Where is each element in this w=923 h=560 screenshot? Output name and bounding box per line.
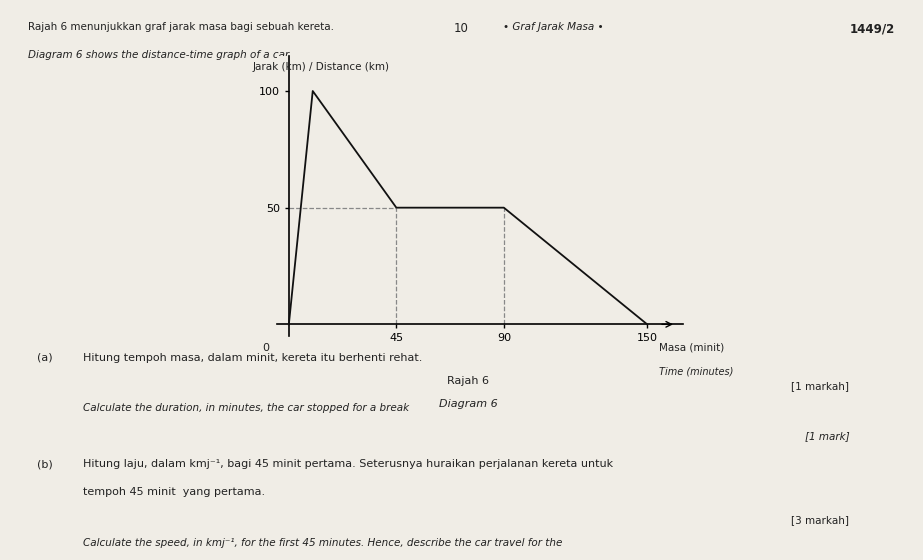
- Text: 0: 0: [263, 343, 270, 353]
- Text: Time (minutes): Time (minutes): [659, 366, 734, 376]
- Text: Calculate the speed, in kmj⁻¹, for the first 45 minutes. Hence, describe the car: Calculate the speed, in kmj⁻¹, for the f…: [83, 538, 562, 548]
- Text: 1449/2: 1449/2: [850, 22, 895, 35]
- Text: Diagram 6: Diagram 6: [438, 399, 497, 409]
- Text: Jarak (km) / Distance (km): Jarak (km) / Distance (km): [253, 62, 390, 72]
- Text: 10: 10: [454, 22, 469, 35]
- Text: [1 mark]: [1 mark]: [805, 431, 849, 441]
- Text: (b): (b): [37, 459, 53, 469]
- Text: Hitung tempoh masa, dalam minit, kereta itu berhenti rehat.: Hitung tempoh masa, dalam minit, kereta …: [83, 353, 423, 363]
- Text: tempoh 45 minit  yang pertama.: tempoh 45 minit yang pertama.: [83, 487, 265, 497]
- Text: Masa (minit): Masa (minit): [659, 343, 725, 353]
- Text: [3 markah]: [3 markah]: [791, 515, 849, 525]
- Text: (a): (a): [37, 353, 53, 363]
- Text: [1 markah]: [1 markah]: [791, 381, 849, 391]
- Text: Rajah 6 menunjukkan graf jarak masa bagi sebuah kereta.: Rajah 6 menunjukkan graf jarak masa bagi…: [28, 22, 334, 32]
- Text: Hitung laju, dalam kmj⁻¹, bagi 45 minit pertama. Seterusnya huraikan perjalanan : Hitung laju, dalam kmj⁻¹, bagi 45 minit …: [83, 459, 613, 469]
- Text: Diagram 6 shows the distance-time graph of a car.: Diagram 6 shows the distance-time graph …: [28, 50, 291, 60]
- Text: Rajah 6: Rajah 6: [447, 376, 489, 386]
- Text: • Graf Jarak Masa •: • Graf Jarak Masa •: [503, 22, 605, 32]
- Text: Calculate the duration, in minutes, the car stopped for a break: Calculate the duration, in minutes, the …: [83, 403, 409, 413]
